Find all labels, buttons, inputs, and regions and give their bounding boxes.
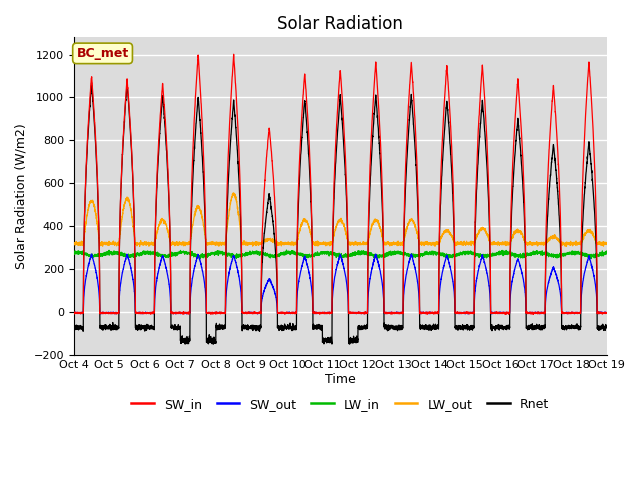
Y-axis label: Solar Radiation (W/m2): Solar Radiation (W/m2)	[15, 123, 28, 269]
Title: Solar Radiation: Solar Radiation	[277, 15, 403, 33]
Text: BC_met: BC_met	[76, 47, 129, 60]
X-axis label: Time: Time	[324, 373, 356, 386]
Legend: SW_in, SW_out, LW_in, LW_out, Rnet: SW_in, SW_out, LW_in, LW_out, Rnet	[127, 393, 554, 416]
